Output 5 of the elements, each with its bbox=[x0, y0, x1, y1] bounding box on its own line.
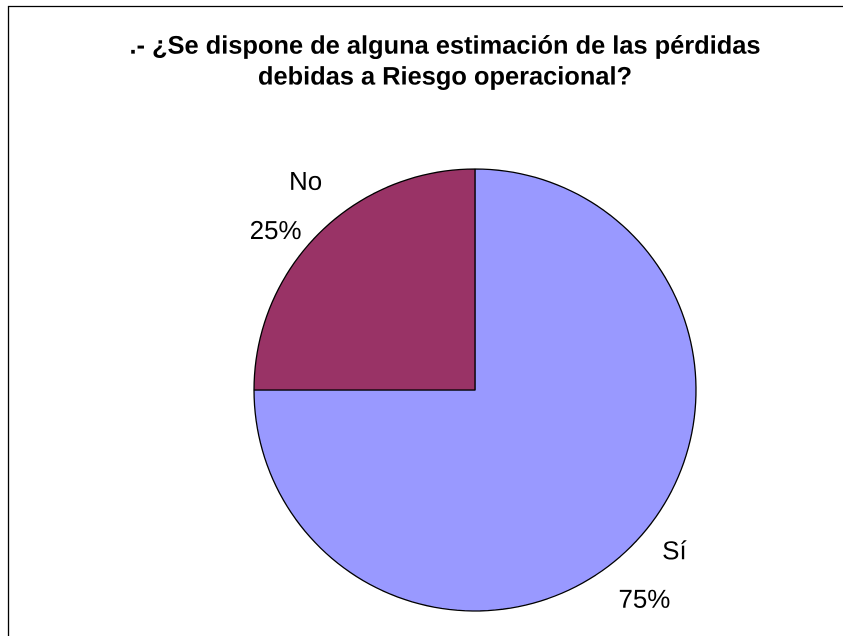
slice-label: No bbox=[291, 172, 322, 190]
slice-label: Sí bbox=[663, 540, 687, 560]
data-label: 25% bbox=[250, 220, 301, 240]
data-label: 75% bbox=[620, 590, 670, 608]
chart-title: .- ¿Se dispone de alguna estimación de las pérdidas debidas a Riesgo operacional? bbox=[131, 35, 760, 90]
